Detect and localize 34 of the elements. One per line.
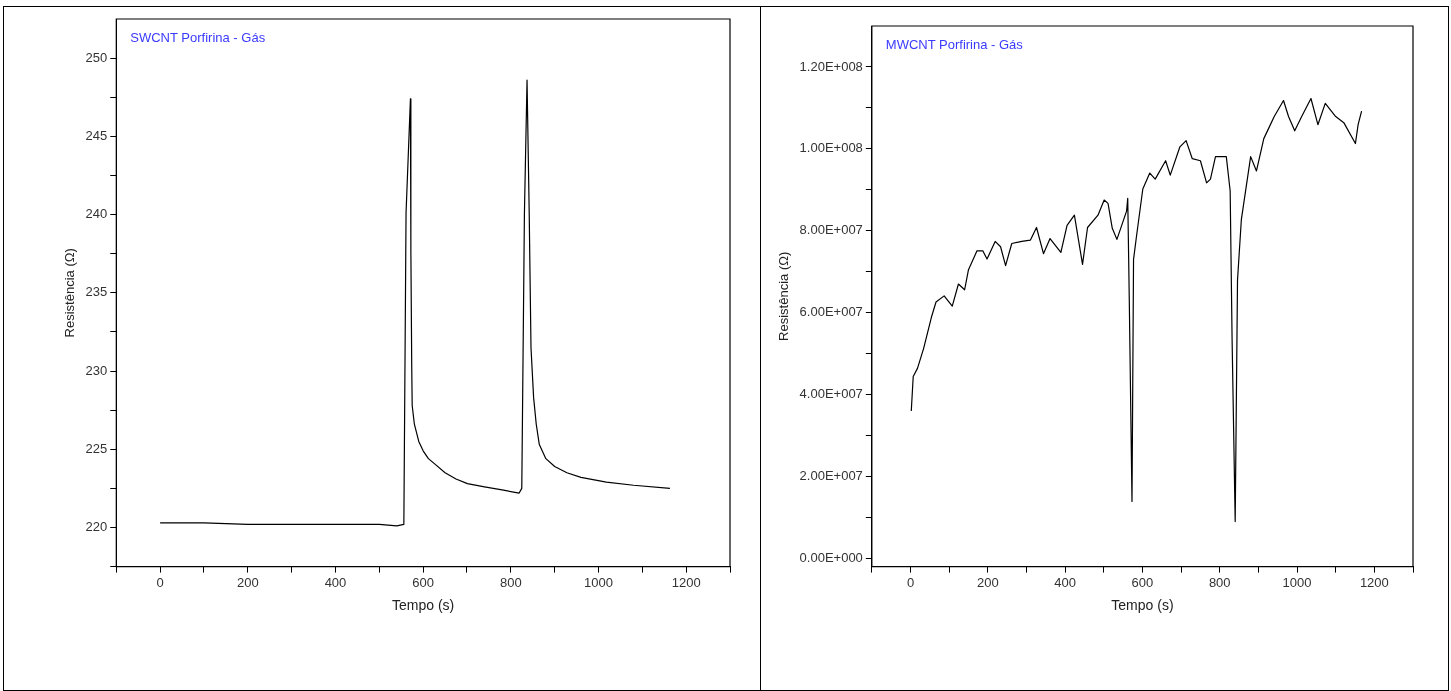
x-tick-label: 200 — [236, 574, 259, 590]
x-axis-title: Tempo (s) — [392, 597, 455, 614]
y-axis-title: Resistência (Ω) — [62, 248, 78, 338]
y-tick-label: 225 — [85, 440, 108, 456]
x-tick-label: 600 — [412, 574, 434, 590]
y-tick-label: 220 — [85, 519, 108, 535]
y-tick-label: 250 — [85, 49, 108, 65]
x-tick-label: 1000 — [1282, 574, 1312, 590]
y-axis-title: Resistência (Ω) — [776, 251, 792, 341]
y-tick-label: 1.00E+008 — [799, 140, 863, 156]
y-tick-label: 2.00E+007 — [799, 468, 863, 484]
x-tick-label: 800 — [1208, 574, 1231, 590]
x-tick-label: 1200 — [1359, 574, 1389, 590]
y-tick-label: 245 — [85, 127, 108, 143]
x-tick-label: 800 — [499, 574, 522, 590]
x-tick-label: 400 — [1054, 574, 1076, 590]
x-tick-label: 200 — [976, 574, 999, 590]
y-tick-label: 0.00E+000 — [799, 549, 863, 565]
y-tick-label: 4.00E+007 — [799, 386, 863, 402]
y-tick-label: 1.20E+008 — [799, 58, 863, 74]
x-tick-label: 1200 — [671, 574, 701, 590]
x-tick-label: 600 — [1131, 574, 1154, 590]
x-tick-label: 400 — [324, 574, 347, 590]
x-tick-label: 0 — [906, 574, 915, 590]
y-tick-label: 6.00E+007 — [799, 304, 863, 320]
y-tick-label: 240 — [85, 206, 108, 222]
text: MWCNT Porfirina - Gás — [885, 37, 1024, 53]
y-tick-label: 8.00E+007 — [799, 222, 863, 238]
x-tick-label: 0 — [156, 574, 164, 590]
y-tick-label: 235 — [85, 284, 108, 300]
x-axis-title: Tempo (s) — [1111, 597, 1174, 614]
x-tick-label: 1000 — [584, 574, 613, 590]
y-tick-label: 230 — [85, 362, 108, 378]
text: SWCNT Porfirina - Gás — [130, 30, 266, 46]
